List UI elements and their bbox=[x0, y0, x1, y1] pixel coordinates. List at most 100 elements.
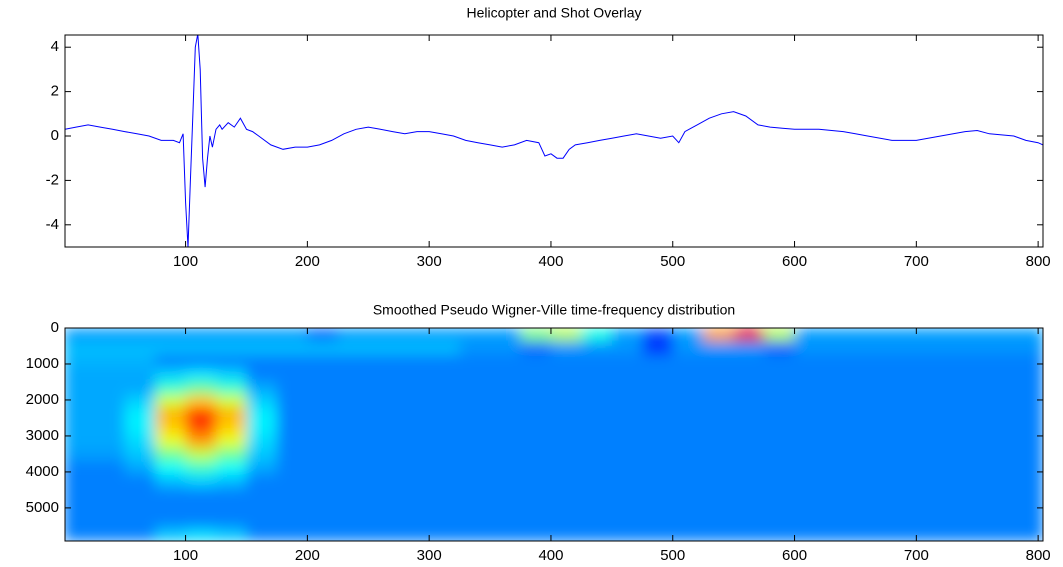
heatmap-cell bbox=[977, 394, 1009, 409]
heatmap-cell bbox=[276, 434, 308, 449]
heatmap-cell bbox=[916, 407, 948, 422]
heatmap-cell bbox=[977, 434, 1009, 449]
heatmap-cell bbox=[703, 434, 735, 449]
x-tick-label: 200 bbox=[295, 253, 320, 270]
heatmap-cell bbox=[794, 527, 826, 541]
heatmap-cell bbox=[611, 381, 643, 396]
plot-area bbox=[65, 328, 1043, 541]
heatmap-cell bbox=[794, 514, 826, 529]
heatmap-cell bbox=[276, 394, 308, 409]
heatmap-cell bbox=[307, 527, 339, 541]
heatmap-cell bbox=[1007, 527, 1043, 541]
heatmap-cell bbox=[398, 461, 430, 475]
heatmap-cell bbox=[733, 407, 765, 422]
heatmap-cell bbox=[246, 381, 278, 396]
heatmap-cell bbox=[368, 328, 400, 342]
heatmap-cell bbox=[276, 328, 308, 342]
heatmap-cell bbox=[977, 421, 1009, 435]
heatmap-cell bbox=[642, 367, 674, 382]
heatmap-cell bbox=[124, 501, 156, 515]
heatmap-cell bbox=[1007, 501, 1043, 515]
heatmap-cell bbox=[916, 501, 948, 515]
heatmap-cell bbox=[520, 461, 552, 475]
heatmap-cell bbox=[368, 341, 400, 356]
heatmap-cell bbox=[703, 527, 735, 541]
heatmap-cell bbox=[459, 328, 491, 342]
heatmap-cell bbox=[764, 461, 796, 475]
heatmap-cell bbox=[216, 474, 247, 489]
heatmap-cell bbox=[581, 434, 613, 449]
heatmap-cell bbox=[490, 328, 522, 342]
heatmap-cell bbox=[946, 381, 978, 396]
heatmap-cell bbox=[1007, 514, 1043, 529]
heatmap-cell bbox=[550, 434, 582, 449]
heatmap-cell bbox=[246, 487, 278, 502]
heatmap-cell bbox=[946, 474, 978, 489]
heatmap-cell bbox=[490, 394, 522, 409]
y-tick-label: -2 bbox=[46, 171, 59, 188]
heatmap-cell bbox=[216, 447, 247, 462]
heatmap-cell bbox=[337, 434, 369, 449]
x-tick-label: 800 bbox=[1026, 547, 1051, 564]
heatmap-cell bbox=[703, 474, 735, 489]
heatmap-cell bbox=[672, 434, 704, 449]
heatmap-cell bbox=[185, 381, 217, 396]
heatmap-cell bbox=[977, 367, 1009, 382]
heatmap-cell bbox=[94, 394, 126, 409]
heatmap-cell bbox=[794, 447, 826, 462]
heatmap-cell bbox=[155, 328, 187, 342]
heatmap-cell bbox=[703, 461, 735, 475]
heatmap-cell bbox=[155, 394, 187, 409]
heatmap-cell bbox=[65, 328, 95, 342]
heatmap-cell bbox=[520, 501, 552, 515]
heatmap-cell bbox=[550, 354, 582, 369]
heatmap-cell bbox=[337, 447, 369, 462]
heatmap-cell bbox=[429, 381, 461, 396]
heatmap-cell bbox=[429, 527, 461, 541]
heatmap-cell bbox=[185, 328, 217, 342]
heatmap-cell bbox=[885, 328, 917, 342]
heatmap-cell bbox=[672, 394, 704, 409]
heatmap-cell bbox=[824, 447, 856, 462]
heatmap-cell bbox=[885, 461, 917, 475]
heatmap-cell bbox=[94, 514, 126, 529]
heatmap-cell bbox=[155, 421, 187, 435]
heatmap-cell bbox=[764, 354, 796, 369]
heatmap-cell bbox=[246, 501, 278, 515]
x-tick-label: 300 bbox=[417, 253, 442, 270]
heatmap-cell bbox=[611, 407, 643, 422]
heatmap-cell bbox=[490, 447, 522, 462]
heatmap-cell bbox=[368, 367, 400, 382]
heatmap-cell bbox=[703, 381, 735, 396]
heatmap-cell bbox=[337, 461, 369, 475]
heatmap-cell bbox=[337, 381, 369, 396]
heatmap-cell bbox=[794, 328, 826, 342]
heatmap-cell bbox=[459, 341, 491, 356]
heatmap-cell bbox=[611, 501, 643, 515]
heatmap-cell bbox=[429, 341, 461, 356]
heatmap-cell bbox=[581, 421, 613, 435]
heatmap-cell bbox=[1007, 434, 1043, 449]
heatmap-cell bbox=[307, 421, 339, 435]
heatmap-cell bbox=[520, 328, 552, 342]
heatmap-cell bbox=[794, 341, 826, 356]
heatmap-cell bbox=[885, 367, 917, 382]
heatmap-cell bbox=[703, 407, 735, 422]
heatmap-cell bbox=[459, 434, 491, 449]
heatmap-cell bbox=[520, 381, 552, 396]
heatmap-cell bbox=[65, 421, 95, 435]
heatmap-cell bbox=[824, 514, 856, 529]
heatmap-cell bbox=[368, 407, 400, 422]
signal-line bbox=[65, 35, 1043, 247]
heatmap-cell bbox=[703, 367, 735, 382]
heatmap-cell bbox=[611, 527, 643, 541]
heatmap-cell bbox=[916, 447, 948, 462]
heatmap-cell bbox=[246, 447, 278, 462]
heatmap-cell bbox=[916, 434, 948, 449]
heatmap-cell bbox=[733, 367, 765, 382]
heatmap-cell bbox=[977, 474, 1009, 489]
heatmap-cell bbox=[824, 341, 856, 356]
heatmap-cell bbox=[733, 434, 765, 449]
heatmap-cell bbox=[246, 474, 278, 489]
y-tick-label: 4 bbox=[51, 38, 59, 55]
